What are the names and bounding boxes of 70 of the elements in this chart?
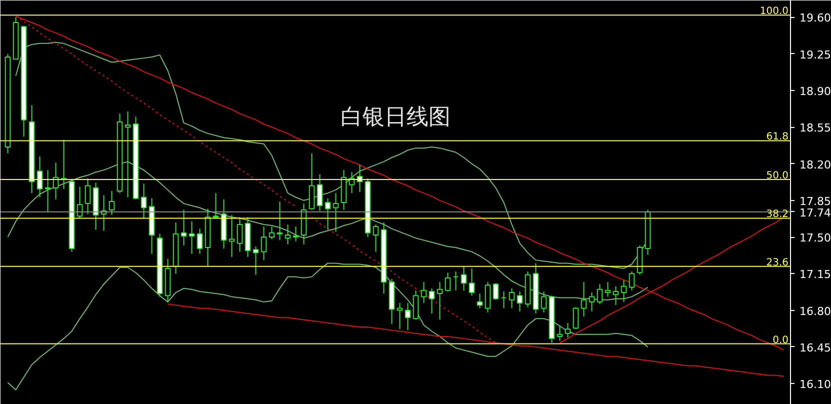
candlestick — [404, 302, 411, 331]
y-tick-label: 16.80 — [800, 304, 831, 318]
candlestick — [124, 110, 131, 198]
annotation: 61.8 — [766, 132, 788, 143]
candlestick — [412, 290, 419, 320]
y-tick-label: 17.15 — [800, 268, 831, 282]
candlestick — [180, 209, 187, 246]
candlestick — [36, 156, 43, 198]
candlestick — [428, 288, 435, 314]
candlestick — [580, 282, 587, 318]
y-tick-label: 17.50 — [800, 232, 831, 245]
candlestick — [308, 152, 315, 210]
candlestick — [436, 282, 443, 320]
candlestick — [108, 190, 115, 216]
candlestick — [396, 302, 403, 330]
candlestick — [140, 183, 147, 219]
candlestick — [612, 286, 619, 306]
y-tick-label: 16.10 — [800, 378, 831, 392]
y-tick-label: 17.85 — [800, 194, 831, 208]
candlestick — [324, 198, 331, 230]
candlestick — [420, 282, 427, 304]
candlestick — [196, 228, 203, 254]
candlestick — [228, 214, 235, 258]
candlestick — [476, 293, 483, 309]
text: 白银日线图 — [340, 105, 450, 130]
candlestick — [372, 224, 379, 252]
candlestick — [564, 322, 571, 338]
candlestick — [452, 271, 459, 291]
candlestick — [484, 282, 491, 313]
candlestick — [604, 282, 611, 298]
y-tick-label: 16.45 — [800, 341, 831, 354]
candlestick — [292, 226, 299, 242]
candlestick — [84, 178, 91, 215]
y-tick-label: 18.55 — [800, 122, 831, 135]
annotation: 0.0 — [772, 334, 789, 346]
candlestick — [444, 272, 451, 292]
candlestick — [572, 306, 579, 330]
candlestick — [628, 271, 635, 291]
candlestick — [316, 174, 323, 212]
candlestick — [332, 192, 339, 232]
candlestick — [188, 220, 195, 254]
candlestick — [540, 290, 547, 313]
y-tick-label: 19.60 — [800, 12, 831, 25]
candlestick — [44, 170, 51, 212]
candlestick — [596, 284, 603, 305]
y-tick-label: 19.25 — [800, 48, 831, 62]
candlestick — [620, 279, 627, 302]
candlestick — [556, 326, 563, 342]
candlestick — [508, 288, 515, 309]
annotation: 100.0 — [760, 6, 789, 18]
candlestick — [236, 216, 243, 252]
annotation: 23.6 — [766, 257, 788, 268]
candlestick — [268, 226, 275, 240]
candlestick — [588, 292, 595, 312]
candlestick — [516, 290, 523, 312]
annotation: 38.2 — [766, 209, 788, 220]
candlestick — [284, 224, 291, 245]
candlestick — [260, 226, 267, 261]
line-series — [7, 262, 648, 390]
candlestick — [212, 192, 219, 219]
candlestick — [276, 200, 283, 241]
y-tick-label: 18.90 — [800, 85, 831, 98]
candlestick — [460, 266, 467, 291]
candlestick — [468, 268, 475, 296]
ref-line-label: 17.74 — [800, 206, 831, 220]
candlestick — [500, 290, 507, 309]
y-tick-label: 18.20 — [800, 158, 831, 172]
candlestick — [252, 246, 259, 276]
candlestick — [492, 282, 499, 300]
annotation: 50.0 — [766, 170, 788, 182]
